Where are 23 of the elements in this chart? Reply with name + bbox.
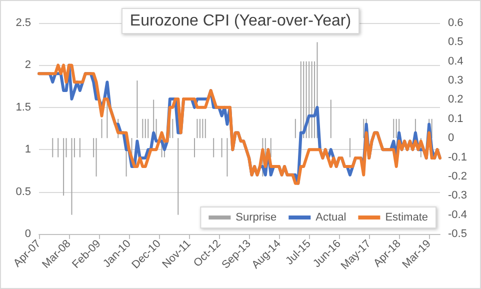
y2-tick-label: -0.5	[448, 228, 467, 240]
line-series	[38, 64, 442, 185]
y2-tick-label: 0.2	[448, 94, 464, 106]
y2-tick-label: -0.4	[448, 208, 467, 221]
legend-label: Actual	[316, 212, 346, 224]
y2-tick-label: 0	[448, 132, 454, 144]
legend-label: Surprise	[236, 212, 277, 224]
y2-tick-label: 0.5	[448, 36, 464, 48]
y2-tick-label: -0.1	[448, 151, 467, 164]
chart-title: Eurozone CPI (Year-over-Year)	[130, 12, 352, 30]
y-tick-label: 2.5	[16, 17, 31, 29]
y-tick-label: 1.5	[16, 101, 31, 114]
y2-tick-label: 0.4	[448, 55, 464, 68]
y-tick-label: 2	[24, 59, 31, 72]
y2-tick-label: 0.1	[448, 112, 464, 125]
y-tick-label: 0.5	[16, 186, 31, 198]
y-tick-label: 0	[24, 228, 31, 240]
legend-label: Estimate	[385, 212, 428, 224]
y2-tick-label: 0.6	[448, 17, 464, 29]
y2-tick-label: -0.2	[448, 170, 467, 182]
y2-tick-label: 0.3	[448, 74, 464, 87]
y2-tick-label: -0.3	[448, 190, 467, 202]
y-tick-label: 1	[24, 144, 31, 156]
